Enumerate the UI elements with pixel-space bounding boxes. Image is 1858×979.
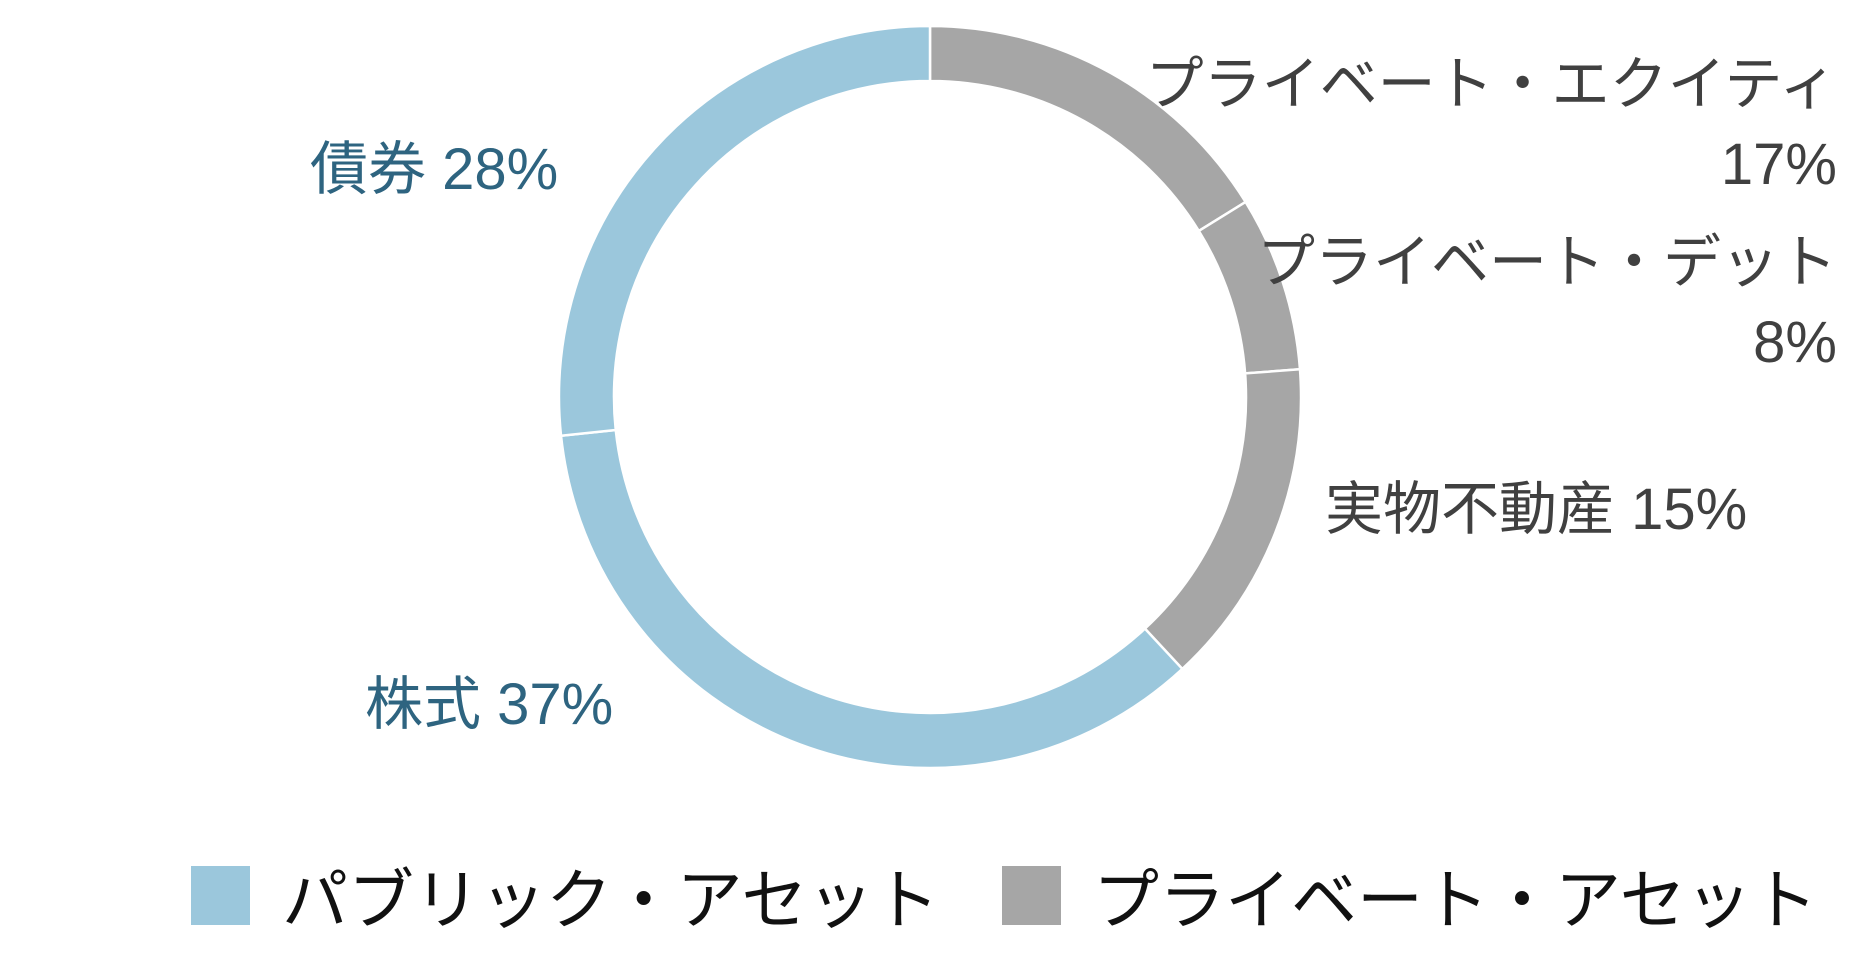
label-stocks: 株式 37% bbox=[365, 672, 614, 737]
legend-swatch-private bbox=[1002, 865, 1061, 925]
donut-slice-4 bbox=[557, 24, 932, 438]
label-bonds: 債券 28% bbox=[310, 137, 559, 202]
label-private-debt: プライベート・デット 8% bbox=[1256, 230, 1837, 375]
legend-swatch-public bbox=[191, 865, 250, 925]
donut-slice-2 bbox=[1143, 367, 1303, 671]
legend-item-public: パブリック・アセット bbox=[191, 858, 939, 937]
label-real-estate: 実物不動産 15% bbox=[1325, 477, 1748, 542]
legend-label-public: パブリック・アセット bbox=[282, 863, 940, 937]
donut-slice-3 bbox=[559, 428, 1185, 770]
label-private-equity: プライベート・エクイティ 17% bbox=[1145, 52, 1837, 197]
legend-label-private: プライベート・アセット bbox=[1093, 863, 1818, 937]
legend-item-private: プライベート・アセット bbox=[1002, 858, 1818, 937]
